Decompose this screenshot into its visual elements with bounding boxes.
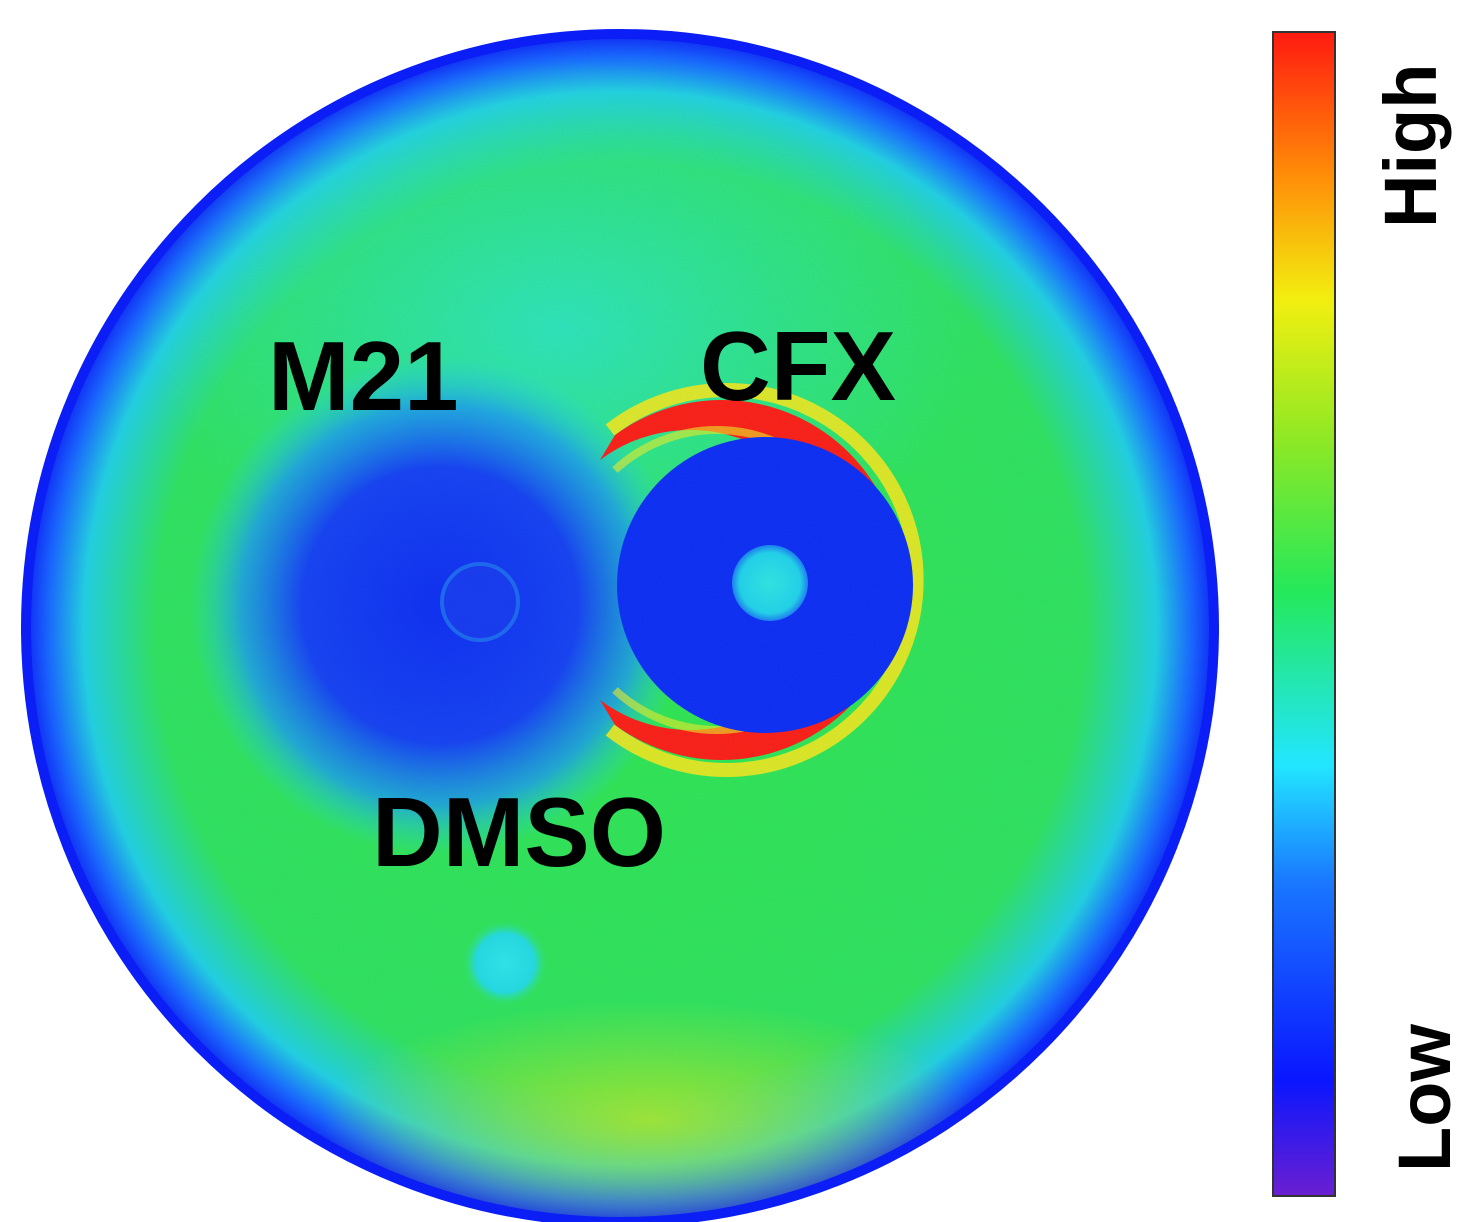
petri-plate [21, 29, 1219, 1222]
colorbar-high-label: High [1369, 64, 1452, 228]
cfx-label: CFX [700, 311, 896, 421]
plate-rim [21, 29, 1219, 1222]
m21-label: M21 [268, 321, 459, 431]
colorbar-low-label: Low [1383, 1024, 1466, 1172]
dmso-label: DMSO [372, 777, 666, 887]
plate-noise-texture [24, 32, 1216, 1222]
colorbar: High Low [1272, 31, 1466, 1197]
colorbar-gradient [1272, 31, 1336, 1197]
